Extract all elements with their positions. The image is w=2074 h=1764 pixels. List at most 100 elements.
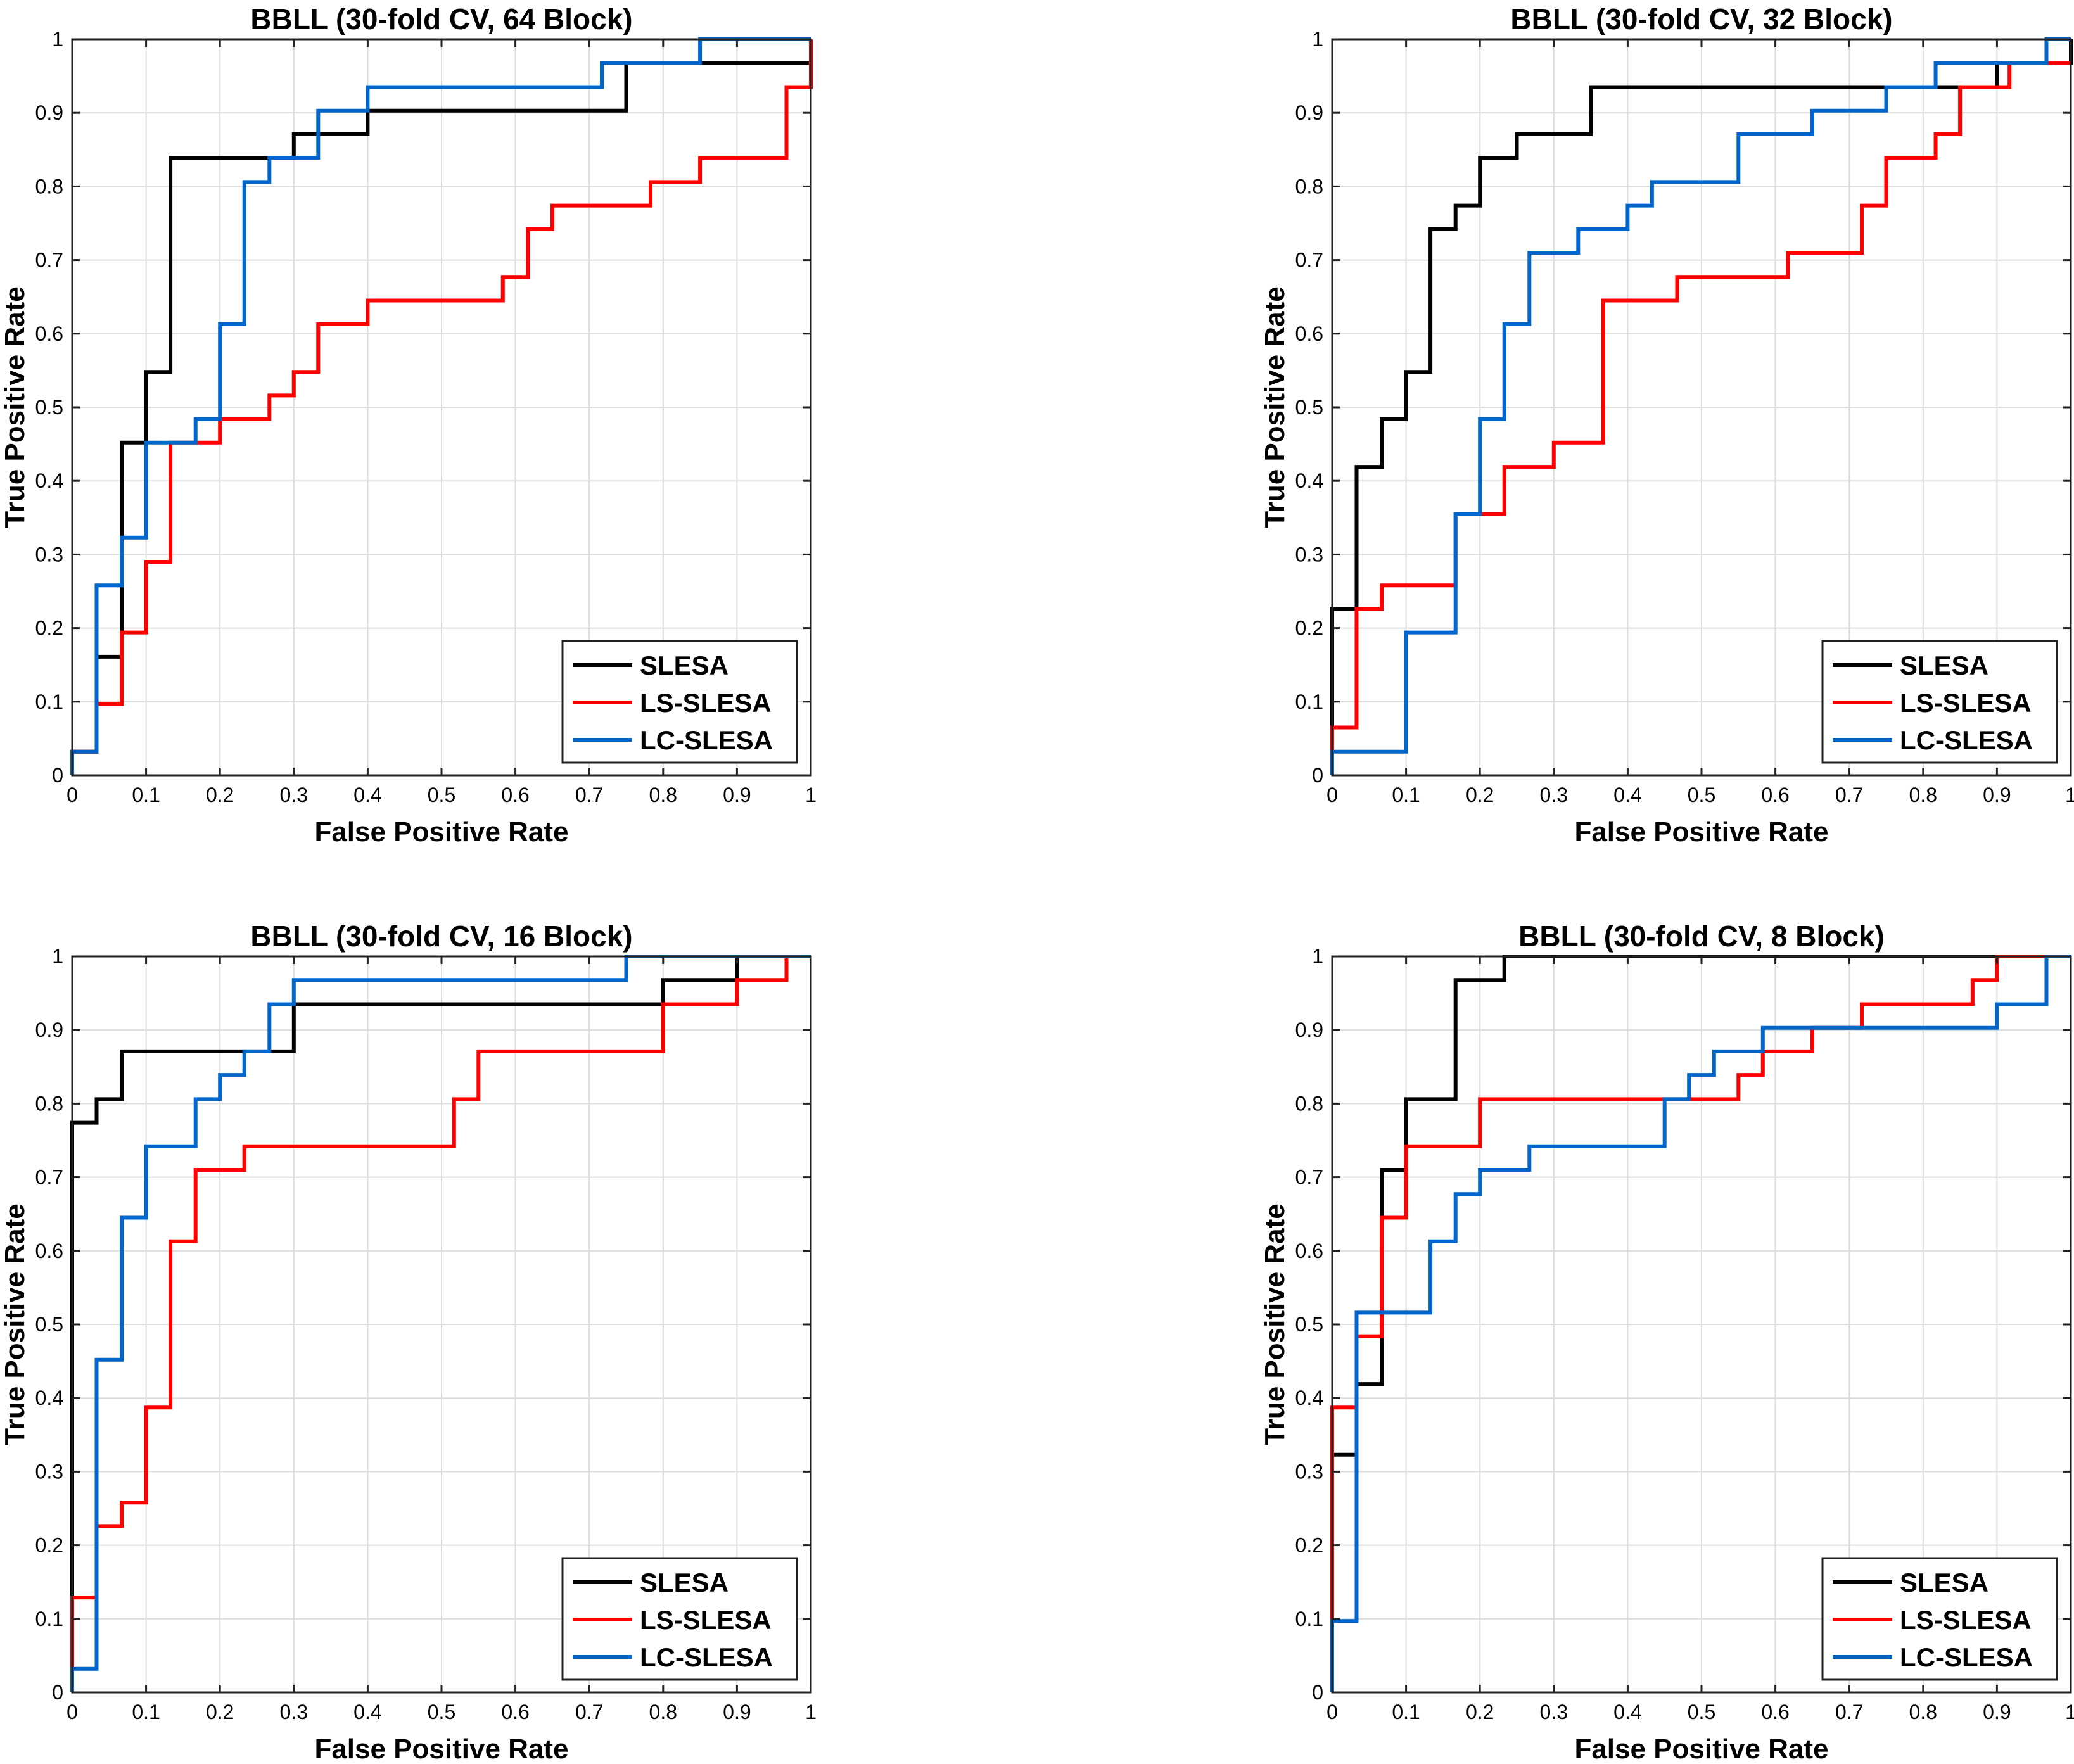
legend: SLESA LS-SLESA LC-SLESA [1821, 1557, 2058, 1681]
x-tick-label: 0.5 [428, 784, 455, 806]
legend: SLESA LS-SLESA LC-SLESA [1821, 640, 2058, 764]
series-line-slesa [1330, 39, 2073, 775]
series-line-ls-slesa [1330, 955, 2071, 1692]
y-tick-label: 0.6 [35, 1240, 63, 1262]
y-tick-label: 0.7 [1295, 249, 1323, 272]
y-tick-label: 0.8 [35, 175, 63, 198]
y-tick-label: 0.1 [35, 1608, 63, 1630]
y-tick-label: 0.6 [35, 322, 63, 345]
legend: SLESA LS-SLESA LC-SLESA [561, 1557, 798, 1681]
y-tick-label: 0.2 [1295, 1534, 1323, 1557]
x-axis-label: False Positive Rate [314, 816, 568, 847]
x-tick-label: 0 [67, 1701, 78, 1723]
roc-panel-4: 0 0.1 0.2 0.3 0.4 0.5 0.6 0.7 0.8 0.9 1 0 0.1 0.2 0.3 0… [1259, 920, 2074, 1764]
y-tick-label: 0.5 [1295, 396, 1323, 419]
series-line-lc-slesa [1330, 37, 2071, 775]
y-tick-label: 0.7 [35, 249, 63, 272]
legend-label-slesa: SLESA [640, 650, 728, 680]
y-tick-label: 1 [1312, 28, 1323, 51]
y-tick-label: 0.3 [1295, 1460, 1323, 1483]
legend-label-lc-slesa: LC-SLESA [640, 1642, 773, 1672]
x-tick-label: 0.3 [280, 1701, 308, 1723]
y-tick-label: 1 [52, 28, 63, 51]
y-tick-label: 0.9 [1295, 1018, 1323, 1041]
x-tick-label: 0 [1326, 1701, 1338, 1723]
x-tick-label: 0 [67, 784, 78, 806]
chart-title: BBLL (30-fold CV, 16 Block) [250, 920, 632, 953]
y-tick-label: 0.2 [35, 1534, 63, 1557]
y-tick-label: 0.8 [35, 1092, 63, 1115]
y-tick-label: 0.9 [1295, 101, 1323, 124]
x-tick-label: 0.6 [1761, 1701, 1789, 1723]
x-tick-label: 0.3 [1540, 784, 1568, 806]
series-line-ls-slesa [70, 39, 813, 775]
x-tick-label: 0.8 [649, 784, 677, 806]
y-tick-label: 0.3 [35, 543, 63, 566]
series-line-lc-slesa [1330, 955, 2071, 1692]
y-axis-label: True Positive Rate [0, 1203, 30, 1445]
legend-label-slesa: SLESA [640, 1568, 728, 1597]
legend-label-lc-slesa: LC-SLESA [640, 725, 773, 755]
series-line-ls-slesa [1330, 61, 2071, 775]
x-tick-label: 0.6 [1761, 784, 1789, 806]
x-tick-label: 0.1 [1392, 1701, 1420, 1723]
y-tick-label: 0.4 [35, 1386, 63, 1409]
x-tick-label: 1 [805, 784, 817, 806]
x-tick-label: 0 [1326, 784, 1338, 806]
y-tick-label: 0.2 [1295, 617, 1323, 640]
y-tick-label: 0.3 [35, 1460, 63, 1483]
y-tick-label: 0.3 [1295, 543, 1323, 566]
y-tick-label: 0.9 [35, 101, 63, 124]
chart-title: BBLL (30-fold CV, 64 Block) [250, 3, 632, 35]
x-tick-label: 0.9 [1983, 784, 2011, 806]
series-line-lc-slesa [70, 37, 811, 775]
y-axis-label: True Positive Rate [1259, 286, 1290, 528]
y-tick-label: 0.4 [1295, 469, 1323, 492]
y-tick-label: 0.8 [1295, 175, 1323, 198]
y-tick-label: 0.1 [1295, 690, 1323, 713]
x-tick-label: 0.2 [206, 784, 234, 806]
legend: SLESA LS-SLESA LC-SLESA [561, 640, 798, 764]
y-axis-label: True Positive Rate [1259, 1203, 1290, 1445]
y-tick-label: 0.5 [35, 1313, 63, 1336]
y-tick-label: 1 [52, 945, 63, 968]
y-tick-label: 0 [52, 764, 63, 787]
y-tick-label: 0.6 [1295, 1240, 1323, 1262]
y-tick-label: 0.9 [35, 1018, 63, 1041]
y-axis-label: True Positive Rate [0, 286, 30, 528]
y-tick-label: 0.6 [1295, 322, 1323, 345]
x-tick-label: 0.6 [501, 784, 529, 806]
x-tick-label: 0.5 [428, 1701, 455, 1723]
legend-label-ls-slesa: LS-SLESA [1900, 1605, 2032, 1635]
y-tick-label: 0.8 [1295, 1092, 1323, 1115]
x-tick-label: 0.5 [1688, 784, 1715, 806]
y-tick-label: 0 [1312, 764, 1323, 787]
y-tick-label: 0.5 [1295, 1313, 1323, 1336]
x-tick-label: 0.4 [1613, 1701, 1641, 1723]
x-tick-label: 0.7 [1835, 1701, 1863, 1723]
y-tick-label: 1 [1312, 945, 1323, 968]
x-tick-label: 0.3 [1540, 1701, 1568, 1723]
x-tick-label: 0.7 [575, 1701, 603, 1723]
x-tick-label: 0.1 [132, 784, 160, 806]
legend-label-ls-slesa: LS-SLESA [1900, 688, 2032, 718]
x-axis-label: False Positive Rate [314, 1734, 568, 1764]
series-line-lc-slesa [70, 955, 811, 1692]
x-tick-label: 0.6 [501, 1701, 529, 1723]
x-tick-label: 0.8 [1909, 784, 1937, 806]
x-tick-label: 0.1 [1392, 784, 1420, 806]
legend-label-slesa: SLESA [1900, 650, 1988, 680]
y-tick-label: 0.4 [35, 469, 63, 492]
x-tick-label: 0.8 [649, 1701, 677, 1723]
x-tick-label: 0.2 [1466, 1701, 1494, 1723]
legend-label-lc-slesa: LC-SLESA [1900, 1642, 2033, 1672]
roc-panel-1: 0 0.1 0.2 0.3 0.4 0.5 0.6 0.7 0.8 0.9 1 0 0.1 0.2 0.3 0… [0, 3, 817, 847]
x-tick-label: 0.3 [280, 784, 308, 806]
x-axis-label: False Positive Rate [1574, 816, 1828, 847]
x-tick-label: 1 [2065, 784, 2074, 806]
y-tick-label: 0.7 [1295, 1166, 1323, 1189]
x-tick-label: 0.7 [575, 784, 603, 806]
chart-title: BBLL (30-fold CV, 32 Block) [1510, 3, 1892, 35]
series-line-ls-slesa [70, 955, 811, 1692]
